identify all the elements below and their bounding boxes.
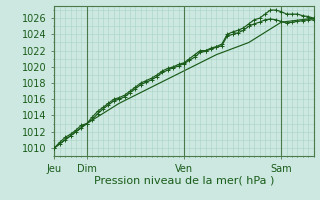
X-axis label: Pression niveau de la mer( hPa ): Pression niveau de la mer( hPa ) xyxy=(94,175,274,185)
